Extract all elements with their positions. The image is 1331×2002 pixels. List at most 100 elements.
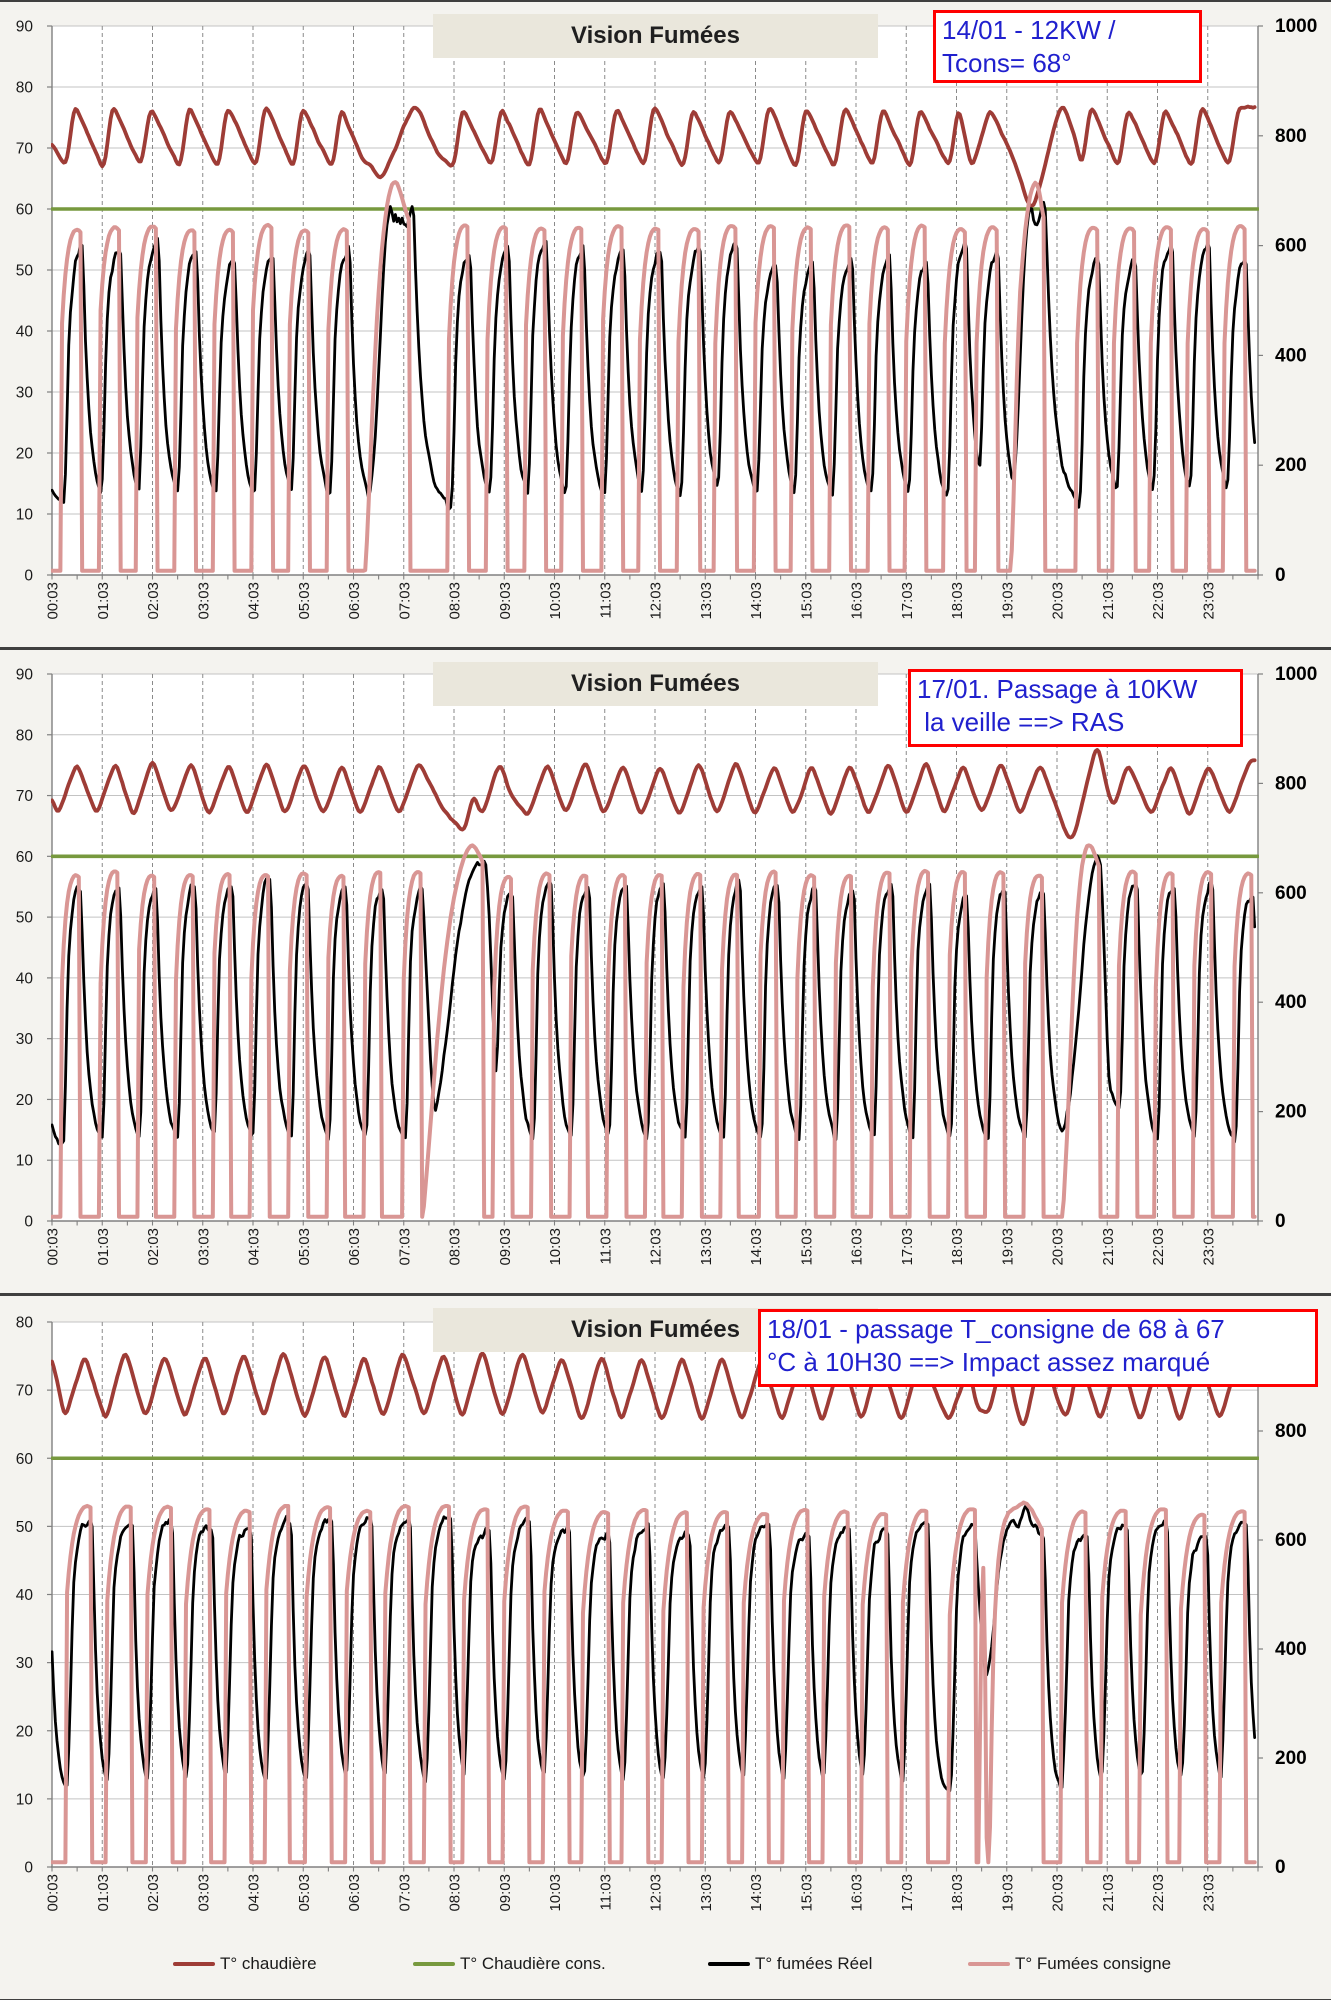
y-left-tick-label: 0 <box>24 1214 33 1231</box>
y-left-tick-label: 50 <box>16 1519 34 1536</box>
x-tick-label: 00:03 <box>45 582 62 620</box>
x-tick-label: 02:03 <box>145 582 162 620</box>
x-tick-label: 06:03 <box>346 1874 363 1912</box>
x-tick-label: 01:03 <box>95 582 112 620</box>
annotation-line-2: Tcons= 68° <box>942 48 1072 78</box>
chart-panel-1: 0 10 20 30 40 50 60 70 80 90 0 200 400 600 800 1000 00:0… <box>0 0 1331 648</box>
series-t-fumees-reel <box>51 854 1257 1146</box>
x-tick-label: 04:03 <box>246 582 263 620</box>
x-tick-label: 07:03 <box>396 1874 413 1912</box>
y-left-tick-label: 20 <box>16 446 34 463</box>
x-tick-label: 09:03 <box>497 1874 514 1912</box>
x-tick-label: 11:03 <box>597 1228 614 1264</box>
legend-label-4: T° Fumées consigne <box>1015 1954 1172 1973</box>
x-tick-label: 05:03 <box>296 582 313 620</box>
x-tick-label: 19:03 <box>999 582 1016 620</box>
x-tick-label: 13:03 <box>698 582 715 620</box>
x-tick-label: 10:03 <box>547 1874 564 1912</box>
y-left-tick-label: 30 <box>16 1655 34 1672</box>
x-tick-label: 08:03 <box>447 1874 464 1912</box>
x-tick-label: 19:03 <box>999 1874 1016 1912</box>
x-axis-labels: 00:03 01:03 02:03 03:03 04:03 05:03 06:03 07:03… <box>45 1228 1218 1266</box>
series-t-fumees-consigne <box>51 180 1257 573</box>
chart-title: Vision Fumées <box>571 22 740 49</box>
annotation-line-2: °C à 10H30 ==> Impact assez marqué <box>767 1347 1211 1377</box>
y-left-axis-labels: 0 10 20 30 40 50 60 70 80 90 <box>16 667 34 1231</box>
x-tick-label: 10:03 <box>547 582 564 620</box>
x-tick-label: 19:03 <box>999 1228 1016 1266</box>
series-t-fumees-reel <box>51 1505 1257 1793</box>
x-tick-label: 18:03 <box>949 1874 966 1912</box>
legend-item-3: T° fumées Réel <box>708 1952 872 1976</box>
x-tick-label: 14:03 <box>748 1874 765 1912</box>
chart-title: Vision Fumées <box>571 1316 740 1343</box>
chart-svg-2: 0 10 20 30 40 50 60 70 80 90 0 200 400 600 800 1000 00:0… <box>16 664 1318 1266</box>
y-left-tick-label: 80 <box>16 80 34 97</box>
x-tick-label: 00:03 <box>45 1874 62 1912</box>
y-left-tick-label: 50 <box>16 263 34 280</box>
y-left-tick-label: 0 <box>24 1860 33 1877</box>
x-tick-label: 12:03 <box>648 1874 665 1912</box>
series-t-chaudiere <box>51 748 1257 840</box>
series-t-chaudiere <box>51 1351 1257 1427</box>
y-left-tick-label: 70 <box>16 1383 34 1400</box>
annotation-line-2: la veille ==> RAS <box>917 707 1125 737</box>
y-left-tick-label: 40 <box>16 1587 34 1604</box>
y-left-axis-labels: 0 10 20 30 40 50 60 70 80 <box>16 1315 34 1877</box>
x-tick-label: 13:03 <box>698 1228 715 1266</box>
x-tick-label: 08:03 <box>447 1228 464 1266</box>
x-tick-label: 02:03 <box>145 1874 162 1912</box>
x-tick-label: 00:03 <box>45 1228 62 1266</box>
x-tick-label: 17:03 <box>899 582 916 620</box>
y-left-tick-label: 10 <box>16 1153 34 1170</box>
y-right-tick-label: 800 <box>1275 773 1307 794</box>
legend-label-1: T° chaudière <box>220 1954 317 1973</box>
y-left-tick-label: 30 <box>16 385 34 402</box>
legend-swatch-4 <box>968 1962 1010 1966</box>
x-tick-label: 02:03 <box>145 1228 162 1266</box>
y-left-axis-labels: 0 10 20 30 40 50 60 70 80 90 <box>16 19 34 585</box>
x-tick-label: 12:03 <box>648 582 665 620</box>
axes <box>47 1321 1263 1872</box>
y-right-tick-label: 0 <box>1275 1211 1286 1232</box>
y-left-tick-label: 90 <box>16 19 34 36</box>
x-tick-label: 21:03 <box>1100 582 1117 620</box>
y-right-tick-label: 600 <box>1275 883 1307 904</box>
y-right-tick-label: 0 <box>1275 1857 1286 1878</box>
x-tick-label: 03:03 <box>195 1228 212 1266</box>
x-tick-label: 18:03 <box>949 582 966 620</box>
y-right-tick-label: 1000 <box>1275 16 1317 37</box>
x-tick-label: 18:03 <box>949 1228 966 1266</box>
x-tick-label: 20:03 <box>1050 1228 1067 1266</box>
x-tick-label: 23:03 <box>1200 582 1217 620</box>
y-right-tick-label: 200 <box>1275 1748 1307 1769</box>
annotation-line-1: 17/01. Passage à 10KW <box>917 674 1198 704</box>
y-right-tick-label: 200 <box>1275 1102 1307 1123</box>
x-tick-label: 23:03 <box>1200 1228 1217 1266</box>
y-left-tick-label: 20 <box>16 1092 34 1109</box>
y-left-tick-label: 20 <box>16 1723 34 1740</box>
series-t-chaudiere <box>51 104 1257 208</box>
x-tick-label: 06:03 <box>346 1228 363 1266</box>
x-tick-label: 05:03 <box>296 1228 313 1266</box>
x-tick-label: 17:03 <box>899 1228 916 1266</box>
legend-swatch-2 <box>413 1962 455 1966</box>
x-tick-label: 16:03 <box>849 1874 866 1912</box>
legend-item-2: T° Chaudière cons. <box>413 1952 606 1976</box>
x-tick-label: 20:03 <box>1050 582 1067 620</box>
legend-item-1: T° chaudière <box>173 1952 317 1976</box>
y-left-tick-label: 0 <box>24 568 33 585</box>
annotation-box: 17/01. Passage à 10KW la veille ==> RAS <box>908 669 1243 747</box>
chart-panel-2: 0 10 20 30 40 50 60 70 80 90 0 200 400 600 800 1000 00:0… <box>0 648 1331 1294</box>
series-t-fumees-consigne <box>51 843 1257 1219</box>
series-t-fumees-consigne <box>51 1500 1257 1865</box>
chart-svg-3: 010203040506070800200400600800100000:030… <box>16 1312 1318 1912</box>
x-tick-label: 09:03 <box>497 1228 514 1266</box>
chart-legend: T° chaudière T° Chaudière cons. T° fumées … <box>0 1952 1331 1986</box>
y-right-tick-label: 1000 <box>1275 664 1317 685</box>
x-tick-label: 01:03 <box>95 1228 112 1266</box>
x-tick-label: 06:03 <box>346 582 363 620</box>
